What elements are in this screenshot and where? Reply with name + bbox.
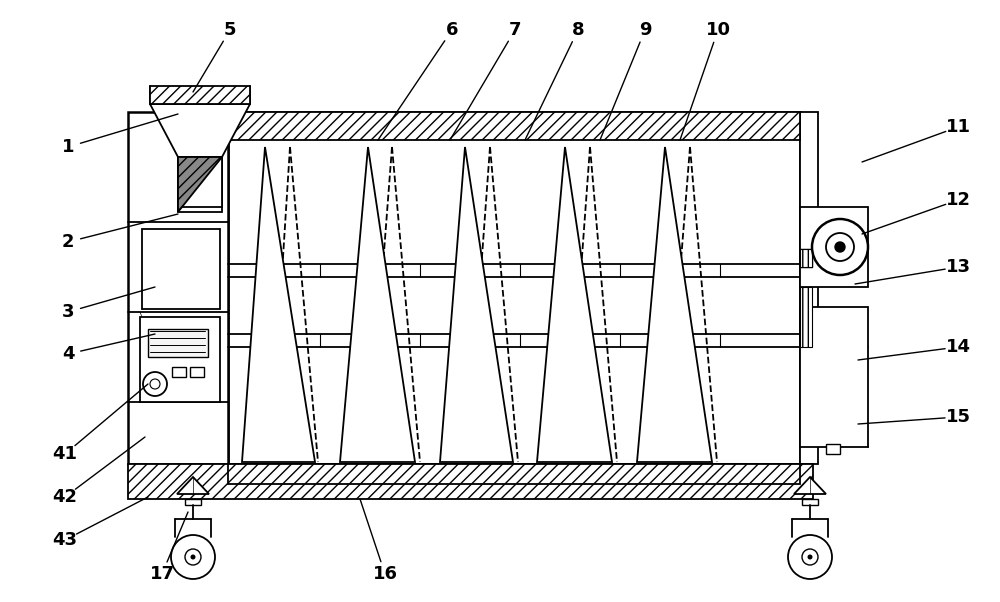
Bar [150,86,250,104]
Polygon shape [794,477,826,494]
Text: 6: 6 [446,21,458,39]
Text: 13: 13 [946,258,970,276]
Polygon shape [177,477,209,494]
Bar [800,307,868,447]
Circle shape [171,535,215,579]
Circle shape [802,549,818,565]
Bar [128,464,813,499]
Text: 4: 4 [62,345,74,363]
Bar [142,229,220,309]
Bar [148,329,208,357]
Circle shape [812,219,868,275]
Circle shape [826,233,854,261]
Text: 11: 11 [946,118,970,136]
Circle shape [190,554,196,559]
Polygon shape [178,157,222,207]
Circle shape [143,372,167,396]
Bar [800,249,812,267]
Text: 7: 7 [509,21,521,39]
Polygon shape [150,104,250,157]
Circle shape [185,549,201,565]
Text: 14: 14 [946,338,970,356]
Text: 17: 17 [150,565,175,583]
Polygon shape [242,147,315,462]
Circle shape [808,554,812,559]
Bar [172,367,186,377]
Polygon shape [537,147,612,462]
Bar [800,249,812,267]
Text: 42: 42 [52,488,78,506]
Text: 10: 10 [706,21,730,39]
Polygon shape [637,147,712,462]
Bar [185,499,201,505]
Circle shape [788,535,832,579]
Circle shape [835,242,845,252]
Bar [228,112,800,464]
Bar [140,317,220,402]
Text: 5: 5 [224,21,236,39]
Bar [178,157,222,212]
Bar [800,287,812,347]
Bar [800,207,868,287]
Circle shape [150,379,160,389]
Text: 12: 12 [946,191,970,209]
Text: 1: 1 [62,138,74,156]
Polygon shape [440,147,513,462]
Bar [190,367,204,377]
Polygon shape [178,157,222,212]
Bar [228,464,800,484]
Text: 43: 43 [52,531,78,549]
Text: 9: 9 [639,21,651,39]
Text: 2: 2 [62,233,74,251]
Bar [802,499,818,505]
Text: 41: 41 [52,445,78,463]
Text: 8: 8 [572,21,584,39]
Bar [128,112,228,464]
Polygon shape [340,147,415,462]
Bar [826,444,840,454]
Text: 3: 3 [62,303,74,321]
Bar [800,112,818,464]
Text: 16: 16 [372,565,398,583]
Text: 15: 15 [946,408,970,426]
Bar [228,112,800,140]
